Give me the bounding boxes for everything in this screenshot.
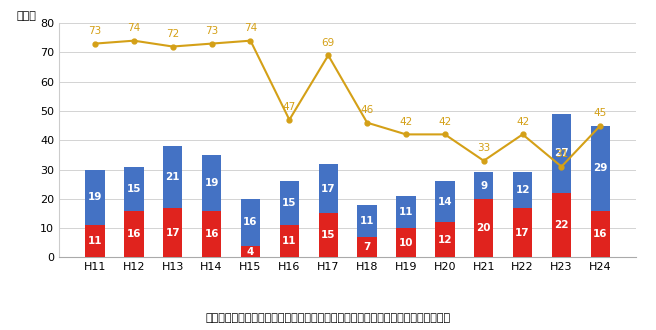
Text: 33: 33 bbox=[477, 144, 491, 153]
Bar bbox=[513, 208, 532, 257]
Text: 27: 27 bbox=[554, 148, 569, 158]
Bar bbox=[358, 237, 377, 257]
Text: 22: 22 bbox=[554, 220, 569, 230]
Bar bbox=[163, 146, 182, 208]
Bar bbox=[435, 222, 455, 257]
Text: 県内の住居内事故死と交通事故死の推移（厚生労偉省：人口動態統計を基に集計）: 県内の住居内事故死と交通事故死の推移（厚生労偉省：人口動態統計を基に集計） bbox=[205, 314, 451, 323]
Bar bbox=[435, 181, 455, 222]
Bar bbox=[319, 214, 338, 257]
Bar bbox=[241, 246, 260, 257]
Bar bbox=[358, 205, 377, 237]
Text: 16: 16 bbox=[205, 229, 219, 239]
Text: 74: 74 bbox=[244, 23, 257, 33]
Bar bbox=[590, 126, 610, 211]
Bar bbox=[319, 164, 338, 214]
Text: 17: 17 bbox=[321, 183, 336, 194]
Bar bbox=[552, 193, 571, 257]
Text: 72: 72 bbox=[166, 29, 179, 39]
Text: 4: 4 bbox=[247, 247, 254, 256]
Text: 42: 42 bbox=[516, 117, 529, 127]
Text: 29: 29 bbox=[593, 163, 607, 173]
Text: 42: 42 bbox=[400, 117, 413, 127]
Bar bbox=[202, 211, 221, 257]
Text: 12: 12 bbox=[516, 185, 530, 195]
Bar bbox=[279, 181, 299, 225]
Text: 12: 12 bbox=[438, 235, 452, 245]
Text: 45: 45 bbox=[594, 108, 607, 118]
Bar bbox=[241, 199, 260, 246]
Bar bbox=[474, 173, 493, 199]
Bar bbox=[396, 228, 416, 257]
Text: 19: 19 bbox=[205, 178, 219, 188]
Text: 21: 21 bbox=[165, 172, 180, 182]
Bar bbox=[474, 199, 493, 257]
Text: 10: 10 bbox=[399, 238, 413, 248]
Text: 73: 73 bbox=[205, 26, 218, 36]
Y-axis label: （人）: （人） bbox=[16, 11, 36, 21]
Bar bbox=[552, 114, 571, 193]
Text: 15: 15 bbox=[321, 230, 335, 241]
Text: 16: 16 bbox=[127, 229, 141, 239]
Text: 42: 42 bbox=[438, 117, 451, 127]
Bar bbox=[202, 155, 221, 211]
Text: 16: 16 bbox=[243, 217, 258, 227]
Text: 11: 11 bbox=[88, 236, 102, 246]
Text: 19: 19 bbox=[88, 192, 102, 202]
Text: 11: 11 bbox=[360, 216, 375, 226]
Bar bbox=[396, 196, 416, 228]
Text: 14: 14 bbox=[438, 197, 452, 207]
Bar bbox=[163, 208, 182, 257]
Bar bbox=[590, 211, 610, 257]
Text: 17: 17 bbox=[165, 227, 180, 238]
Text: 11: 11 bbox=[282, 236, 297, 246]
Text: 46: 46 bbox=[361, 105, 374, 115]
Bar bbox=[124, 167, 144, 211]
Text: 15: 15 bbox=[127, 183, 141, 194]
Text: 9: 9 bbox=[480, 181, 487, 191]
Text: 47: 47 bbox=[283, 102, 296, 113]
Text: 73: 73 bbox=[89, 26, 102, 36]
Text: 69: 69 bbox=[321, 38, 335, 48]
Text: 7: 7 bbox=[363, 242, 371, 252]
Text: 15: 15 bbox=[282, 198, 297, 208]
Bar bbox=[513, 173, 532, 208]
Bar bbox=[279, 225, 299, 257]
Text: 31: 31 bbox=[555, 149, 568, 159]
Text: 74: 74 bbox=[127, 23, 140, 33]
Text: 17: 17 bbox=[516, 227, 530, 238]
Bar bbox=[85, 225, 105, 257]
Bar bbox=[85, 170, 105, 225]
Text: 11: 11 bbox=[399, 207, 413, 217]
Text: 16: 16 bbox=[593, 229, 607, 239]
Bar bbox=[124, 211, 144, 257]
Text: 20: 20 bbox=[476, 223, 491, 233]
